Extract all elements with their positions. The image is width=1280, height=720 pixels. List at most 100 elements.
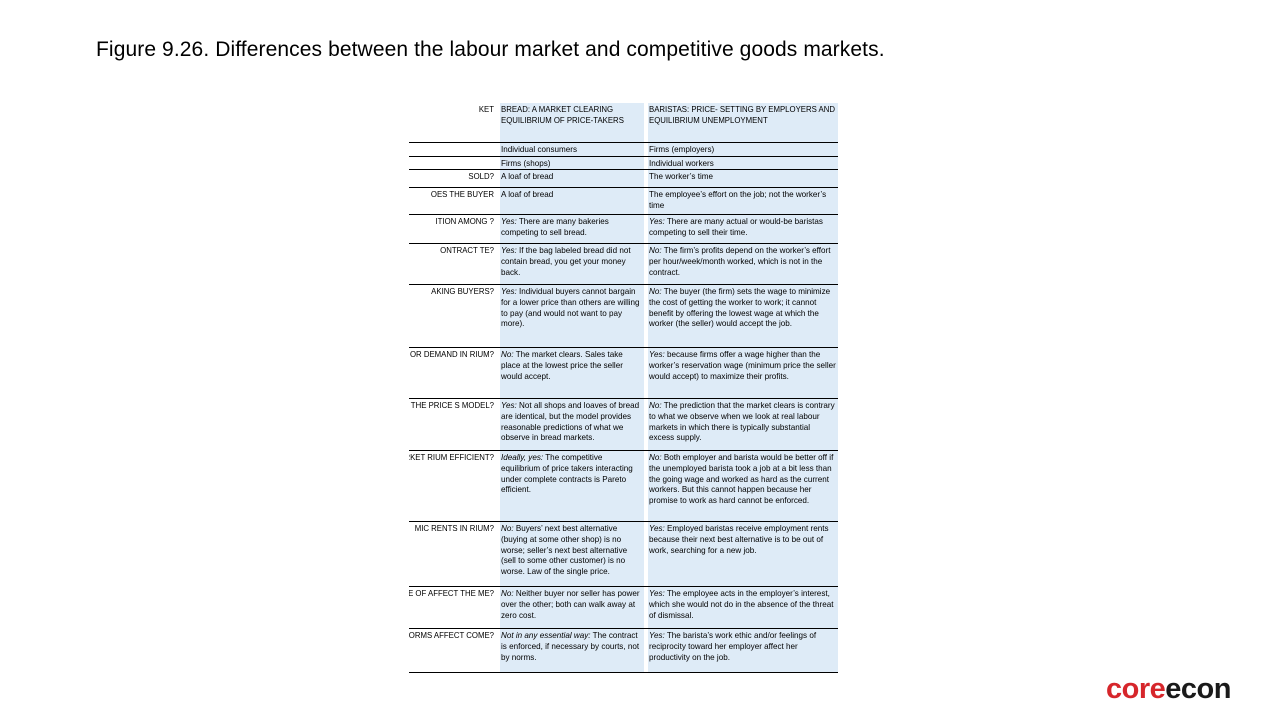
baristas-cell: No: Both employer and barista would be b… [648,453,838,521]
baristas-column: BARISTAS: PRICE- SETTING BY EMPLOYERS AN… [648,103,838,673]
bread-cell: Not in any essential way: The contract i… [500,631,644,672]
cell-text: Individual consumers [501,145,578,154]
cell-answer: Yes: [649,350,665,359]
row-divider [409,628,838,629]
bread-cell: Yes: There are many bakeries competing t… [500,217,644,243]
cell-text: The employee acts in the employer’s inte… [649,589,834,620]
row-divider [409,398,838,399]
row-label: E EXERCISE OF AFFECT THE ME? [409,589,494,598]
cell-text: The competitive equilibrium of price tak… [501,453,633,495]
baristas-cell: No: The prediction that the market clear… [648,401,838,450]
bread-cell: Ideally, yes: The competitive equilibriu… [500,453,644,521]
cell-answer: No: [501,589,514,598]
cell-answer: No: [501,524,514,533]
bread-cell: A loaf of bread [500,190,644,214]
row-divider [409,187,838,188]
cell-text: Neither buyer nor seller has power over … [501,589,640,620]
row-divider [409,156,838,157]
coreecon-logo: coreecon [1106,673,1231,705]
row-divider [409,450,838,451]
cell-answer: Yes: [649,631,665,640]
figure-title: Figure 9.26. Differences between the lab… [96,38,885,61]
label-column: KET SOLD? OES THE BUYER ITION AMONG ? ONTRAC… [409,103,497,673]
row-label: ITION AMONG ? [435,217,494,226]
cell-text: If the bag labeled bread did not contain… [501,246,631,277]
cell-answer: No: [501,350,514,359]
cell-answer: Yes: [501,246,517,255]
comparison-table: KET SOLD? OES THE BUYER ITION AMONG ? ONTRAC… [409,103,838,673]
row-divider [409,142,838,143]
cell-text: The buyer (the firm) sets the wage to mi… [649,287,831,329]
row-label: OES THE BUYER [430,190,494,199]
cell-answer: Not in any essential way: [501,631,591,640]
cell-text: Not all shops and loaves of bread are id… [501,401,640,443]
row-label: MIC RENTS IN RIUM? [414,524,494,533]
baristas-cell: Firms (employers) [648,145,838,156]
bread-cell: No: The market clears. Sales take place … [500,350,644,398]
cell-text: Buyers’ next best alternative (buying at… [501,524,628,577]
cell-text: A loaf of bread [501,172,554,181]
bread-column: BREAD: A MARKET CLEARING EQUILIBRIUM OF … [500,103,644,673]
bread-cell: No: Neither buyer nor seller has power o… [500,589,644,628]
cell-text: A loaf of bread [501,190,554,199]
cell-answer: No: [649,246,662,255]
cell-answer: Yes: [649,589,665,598]
baristas-cell: The worker’s time [648,172,838,187]
baristas-cell: The employee’s effort on the job; not th… [648,190,838,214]
bread-cell: A loaf of bread [500,172,644,187]
row-divider [409,347,838,348]
row-divider [409,214,838,215]
baristas-cell: Yes: Employed baristas receive employmen… [648,524,838,586]
header-bread: BREAD: A MARKET CLEARING EQUILIBRIUM OF … [501,105,624,125]
cell-text: The employee’s effort on the job; not th… [649,190,827,210]
cell-answer: No: [649,287,662,296]
cell-text: Firms (shops) [501,159,551,168]
cell-text: The worker’s time [649,172,714,181]
baristas-cell: Yes: because firms offer a wage higher t… [648,350,838,398]
row-divider [409,169,838,170]
bread-cell: Yes: Individual buyers cannot bargain fo… [500,287,644,347]
row-divider [409,586,838,587]
cell-text: The contract is enforced, if necessary b… [501,631,640,662]
cell-answer: Ideally, yes: [501,453,544,462]
header-label: KET [478,105,494,114]
cell-text: Both employer and barista would be bette… [649,453,834,506]
bread-cell: Yes: Not all shops and loaves of bread a… [500,401,644,450]
cell-text: There are many bakeries competing to sel… [501,217,609,237]
row-divider [409,243,838,244]
cell-answer: Yes: [649,524,665,533]
row-label [409,159,495,169]
row-divider [409,521,838,522]
baristas-cell: Yes: There are many actual or would-be b… [648,217,838,243]
row-label: ARKET RIUM EFFICIENT? [409,453,494,462]
cell-answer: Yes: [649,217,665,226]
row-divider [409,284,838,285]
cell-text: The prediction that the market clears is… [649,401,835,443]
bread-cell: Firms (shops) [500,159,644,169]
baristas-cell: No: The buyer (the firm) sets the wage t… [648,287,838,347]
cell-answer: Yes: [501,401,517,410]
cell-text: Firms (employers) [649,145,715,154]
cell-text: The barista’s work ethic and/or feelings… [649,631,817,662]
bread-cell: No: Buyers’ next best alternative (buyin… [500,524,644,586]
cell-answer: Yes: [501,217,517,226]
row-label [409,145,495,156]
cell-text: Employed baristas receive employment ren… [649,524,829,555]
row-label: SOLD? [468,172,494,181]
cell-text: Individual workers [649,159,714,168]
cell-answer: Yes: [501,287,517,296]
cell-text: because firms offer a wage higher than t… [649,350,836,381]
row-label: EXCESS OR DEMAND IN RIUM? [409,350,494,359]
header-baristas: BARISTAS: PRICE- SETTING BY EMPLOYERS AN… [649,105,836,125]
cell-answer: No: [649,401,662,410]
cell-text: The firm’s profits depend on the worker’… [649,246,831,277]
row-label: AL NORMS AFFECT COME? [409,631,494,640]
cell-text: The market clears. Sales take place at t… [501,350,623,381]
bread-cell: Yes: If the bag labeled bread did not co… [500,246,644,284]
row-divider [409,672,838,673]
row-label: AKING BUYERS? [431,287,494,296]
bread-cell: Individual consumers [500,145,644,156]
cell-text: Individual buyers cannot bargain for a l… [501,287,640,329]
baristas-cell: No: The firm’s profits depend on the wor… [648,246,838,284]
baristas-cell: Yes: The employee acts in the employer’s… [648,589,838,628]
